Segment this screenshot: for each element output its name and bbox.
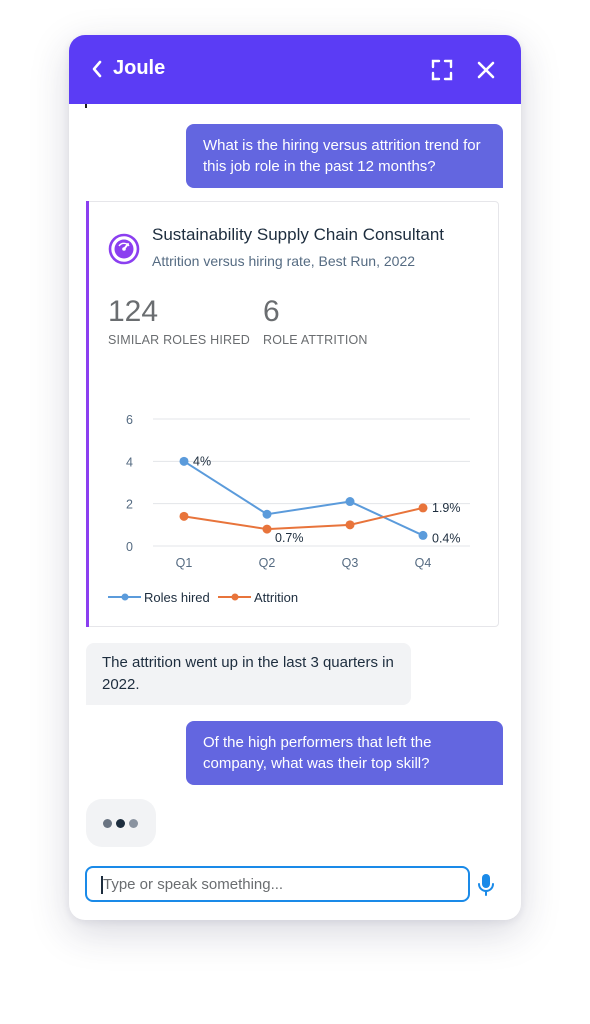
chart-y-tick-label: 4: [126, 455, 133, 469]
kpi-value-attrition: 6: [263, 295, 280, 328]
hiring-attrition-line-chart: 0 2 4 6 Q1 Q2 Q3 Q4 4% 0.4% 0.7% 1.9% Roles hired Att…: [108, 413, 470, 605]
chart-data-label: 1.9%: [432, 501, 461, 515]
insight-card: Sustainability Supply Chain Consultant A…: [86, 201, 499, 627]
chart-legend-label: Attrition: [254, 590, 298, 605]
chevron-left-icon[interactable]: [90, 59, 104, 79]
chart-data-point: [418, 503, 428, 513]
chart-y-tick-label: 0: [126, 540, 133, 554]
chart-series-line: [183, 460, 424, 537]
chart-data-point: [179, 511, 189, 521]
typing-dot: [129, 819, 138, 828]
chart-data-label: 4%: [193, 454, 211, 468]
kpi-label-attrition: ROLE ATTRITION: [263, 333, 368, 347]
chart-legend-marker: [231, 593, 239, 601]
user-message-1: What is the hiring versus attrition tren…: [186, 124, 503, 188]
typing-dot: [103, 819, 112, 828]
gauge-icon: [108, 233, 140, 265]
card-accent-bar: [86, 201, 89, 627]
chart-data-label: 0.4%: [432, 531, 461, 545]
typing-dot: [116, 819, 125, 828]
kpi-value-hired: 124: [108, 295, 159, 328]
fullscreen-icon[interactable]: [431, 59, 453, 81]
chat-title: Joule: [113, 57, 166, 79]
microphone-icon[interactable]: [477, 873, 495, 897]
chat-header: Joule: [69, 35, 521, 104]
chart-x-tick-label: Q3: [342, 556, 359, 570]
typing-indicator: [86, 799, 156, 847]
chart-data-label: 0.7%: [275, 531, 304, 545]
card-subtitle: Attrition versus hiring rate, Best Run, …: [152, 253, 416, 269]
scroll-indicator: [85, 104, 87, 108]
kpi-label-hired: SIMILAR ROLES HIRED: [108, 333, 251, 347]
user-message-2: Of the high performers that left the com…: [186, 721, 503, 785]
text-caret: [101, 876, 103, 894]
message-input[interactable]: Type or speak something...: [85, 866, 470, 902]
chart-series-line: [183, 506, 424, 531]
chart-x-tick-label: Q4: [415, 556, 432, 570]
assistant-message-1: The attrition went up in the last 3 quar…: [86, 643, 411, 705]
message-input-placeholder: Type or speak something...: [103, 876, 284, 893]
chart-data-point: [345, 520, 355, 530]
chart-data-point: [418, 530, 428, 540]
chart-y-tick-label: 6: [126, 413, 133, 427]
card-title: Sustainability Supply Chain Consultant: [152, 225, 445, 244]
joule-chat-panel: Joule What is the hiring versus attritio…: [69, 35, 521, 920]
chart-data-point: [345, 497, 355, 507]
chart-data-point: [262, 509, 272, 519]
chart-data-point: [262, 524, 272, 534]
close-icon[interactable]: [476, 60, 496, 80]
chart-legend-label: Roles hired: [144, 590, 210, 605]
chart-data-point: [179, 456, 189, 466]
chart-x-tick-label: Q2: [259, 556, 276, 570]
chart-y-tick-label: 2: [126, 498, 133, 512]
chart-x-tick-label: Q1: [176, 556, 193, 570]
chart-legend-marker: [121, 593, 129, 601]
